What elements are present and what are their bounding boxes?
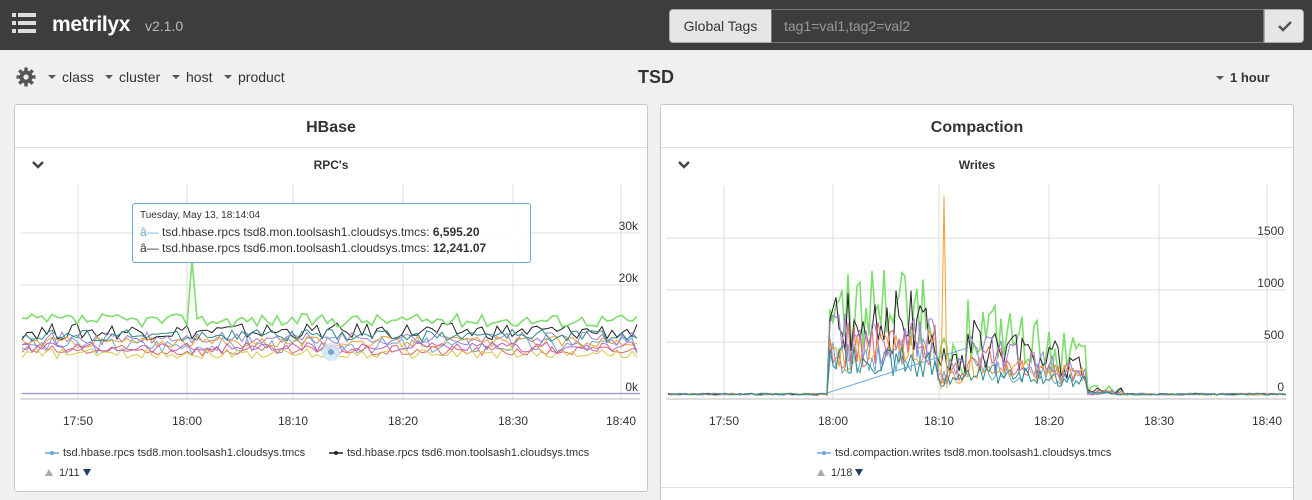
series-line[interactable] [21,259,638,329]
x-tick-label: 18:20 [1034,414,1064,428]
panel-compaction: Compaction Writes 17:50 18:00 18:10 18:20 18… [660,104,1294,500]
global-tags-label: Global Tags [669,9,772,43]
series-line[interactable] [667,345,1287,396]
series-line[interactable] [827,347,967,394]
legend-pager: 1/11 [45,467,91,479]
y-tick-label: 20k [619,271,639,285]
apply-tags-button[interactable] [1264,9,1304,43]
panel-title: Compaction [930,119,1024,136]
panel-hbase: HBase RPC's 17:50 18:00 18:10 18:20 18:30 18:… [14,104,648,492]
series-line[interactable] [667,321,1287,396]
y-tick-label: 0 [1277,380,1284,394]
time-range-dropdown[interactable]: 1 hour [1216,70,1270,85]
tag-filter-host[interactable]: host [172,69,212,85]
x-tick-label: 18:30 [1144,414,1174,428]
x-tick-label: 18:00 [172,414,202,428]
series-line[interactable] [21,322,638,341]
page-down-icon[interactable] [855,469,864,476]
x-tick-label: 17:50 [63,414,93,428]
page-up-icon[interactable] [45,469,53,476]
series-line[interactable] [940,196,948,390]
series-line[interactable] [21,328,638,343]
series-line[interactable] [667,290,1287,396]
series-line[interactable] [21,330,638,346]
list-icon[interactable] [12,12,36,34]
legend-pager: 1/18 [817,467,864,479]
caret-down-icon [224,75,232,80]
y-tick-label: 30k [619,219,639,233]
brand-logo[interactable]: metrilyx [52,13,131,36]
version-label: v2.1.0 [145,18,184,34]
writes-line-chart[interactable]: 17:50 18:00 18:10 18:20 18:30 18:40 0 500 1000 15… [666,177,1290,435]
legend-item[interactable]: tsd.hbase.rpcs tsd6.mon.toolsash1.clouds… [329,447,589,459]
caret-down-icon [48,75,56,80]
x-tick-label: 18:10 [924,414,954,428]
tooltip-row: â— tsd.hbase.rpcs tsd8.mon.toolsash1.clo… [140,225,480,239]
hover-point [328,349,334,355]
chevron-down-icon[interactable] [31,159,45,171]
x-tick-label: 18:40 [606,414,636,428]
x-tick-label: 18:10 [278,414,308,428]
tag-filter-product[interactable]: product [224,69,285,85]
page-down-icon[interactable] [82,469,91,476]
tag-filter-cluster[interactable]: cluster [105,69,160,85]
x-tick-label: 18:40 [1252,414,1282,428]
y-tick-label: 1500 [1257,224,1284,238]
x-tick-label: 18:30 [498,414,528,428]
series-line[interactable] [21,336,638,355]
x-tick-label: 18:20 [388,414,418,428]
divider [15,147,647,148]
y-tick-label: 0k [625,380,639,394]
series-line[interactable] [667,338,1287,396]
divider [661,147,1293,148]
graph-title: RPC's [313,158,349,172]
tag-filter-class[interactable]: class [48,69,94,85]
graph-title: Writes [958,158,996,172]
top-navbar: metrilyx v2.1.0 Global Tags [0,0,1312,50]
x-tick-label: 18:00 [818,414,848,428]
y-tick-label: 500 [1264,328,1284,342]
checkmark-icon [1278,21,1292,32]
tooltip-row: â— tsd.hbase.rpcs tsd6.mon.toolsash1.clo… [140,241,487,255]
legend-swatch [329,451,343,456]
chart-tooltip: Tuesday, May 13, 18:14:04 â— tsd.hbase.r… [132,203,531,263]
page-up-icon[interactable] [817,469,825,476]
caret-down-icon [105,75,113,80]
gear-icon[interactable] [16,67,36,87]
tooltip-date: Tuesday, May 13, 18:14:04 [140,210,261,221]
legend-item[interactable]: tsd.hbase.rpcs tsd8.mon.toolsash1.clouds… [45,447,305,459]
divider [661,487,1293,488]
x-tick-label: 17:50 [709,414,739,428]
caret-down-icon [172,75,180,80]
legend-item[interactable]: tsd.compaction.writes tsd8.mon.toolsash1… [817,447,1111,459]
y-tick-label: 1000 [1257,276,1284,290]
dashboard-toolbar: class cluster host product TSD 1 hour [0,60,1312,96]
caret-down-icon [1216,75,1224,80]
chevron-down-icon[interactable] [677,159,691,171]
panel-title: HBase [306,119,356,136]
legend-swatch [45,451,59,456]
global-tags-input[interactable] [771,9,1264,43]
legend-swatch [817,451,831,456]
